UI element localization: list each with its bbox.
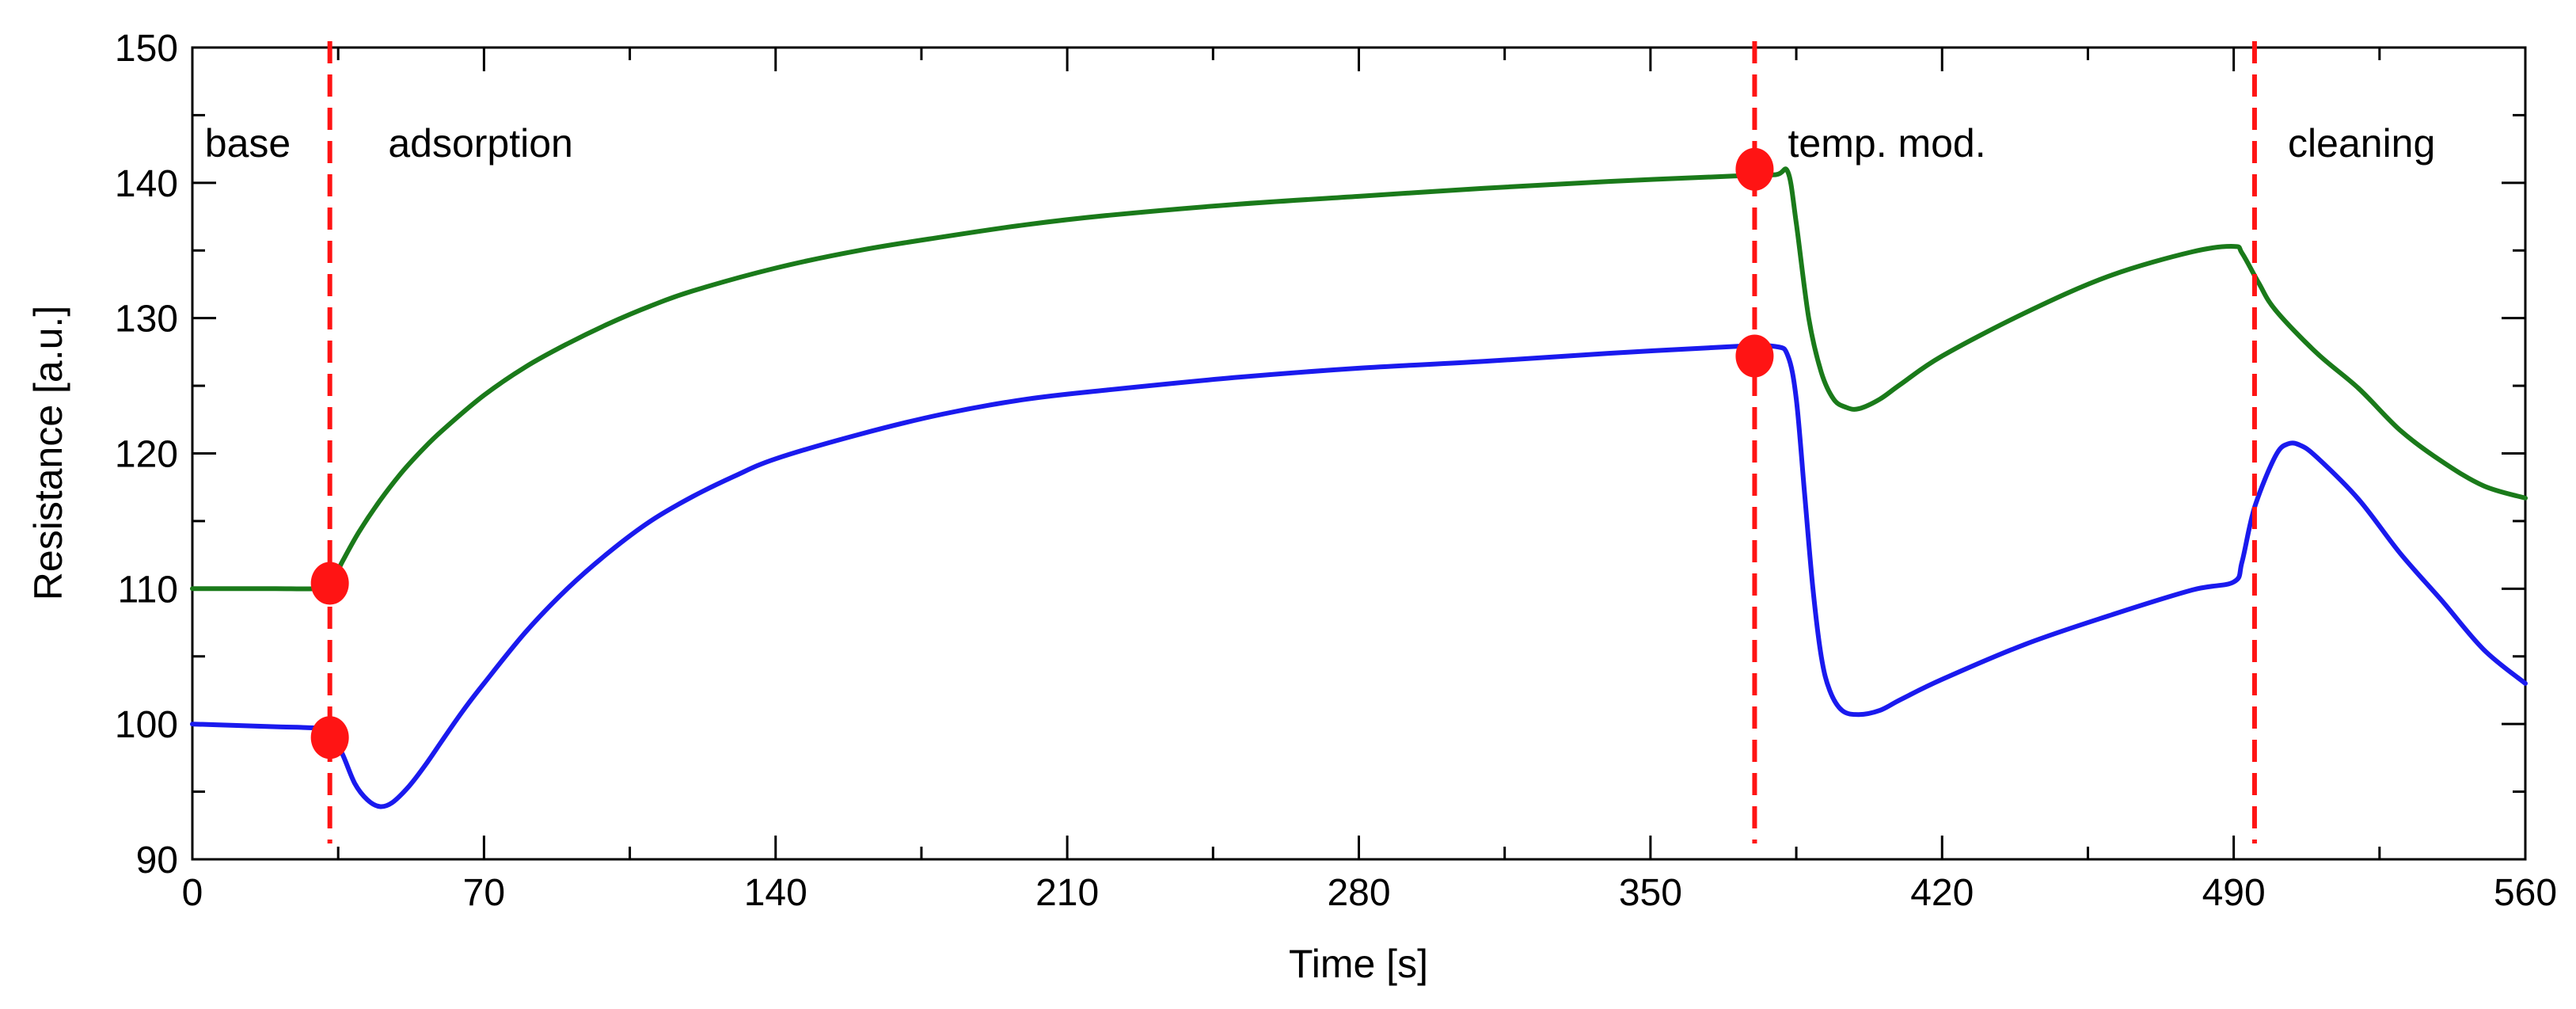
x-tick-label: 560 bbox=[2494, 872, 2557, 914]
y-tick-label: 100 bbox=[115, 704, 178, 746]
event-marker bbox=[310, 716, 349, 760]
x-tick-label: 490 bbox=[2202, 872, 2266, 914]
x-tick-label: 350 bbox=[1619, 872, 1682, 914]
x-tick-label: 70 bbox=[463, 872, 505, 914]
x-tick-label: 420 bbox=[1910, 872, 1974, 914]
y-tick-label: 130 bbox=[115, 299, 178, 341]
y-tick-label: 140 bbox=[115, 163, 178, 205]
x-tick-label: 140 bbox=[744, 872, 807, 914]
phase-label: temp. mod. bbox=[1788, 121, 1986, 166]
y-tick-label: 90 bbox=[136, 840, 178, 881]
event-marker bbox=[310, 562, 349, 605]
event-marker bbox=[1735, 147, 1774, 191]
series-lines bbox=[190, 166, 2528, 809]
x-tick-label: 210 bbox=[1035, 872, 1099, 914]
axis-ticks: 0 70 140 210 280 350 420 490 560 90 100 110 120 130 14… bbox=[115, 28, 2557, 914]
y-tick-label: 150 bbox=[115, 28, 178, 70]
x-tick-label: 0 bbox=[182, 872, 203, 914]
phase-label: base bbox=[205, 121, 291, 166]
series-line-green bbox=[190, 166, 2528, 592]
phase-annotations: base adsorption temp. mod. cleaning bbox=[205, 121, 2436, 166]
y-tick-label: 120 bbox=[115, 434, 178, 476]
y-axis-title: Resistance [a.u.] bbox=[26, 306, 70, 600]
x-axis-title: Time [s] bbox=[1289, 942, 1428, 986]
phase-label: cleaning bbox=[2288, 121, 2435, 166]
phase-label: adsorption bbox=[388, 121, 573, 166]
x-tick-label: 280 bbox=[1327, 872, 1390, 914]
event-markers bbox=[310, 147, 1774, 760]
series-line-blue bbox=[190, 343, 2528, 809]
y-tick-label: 110 bbox=[117, 569, 178, 611]
event-marker bbox=[1735, 334, 1774, 378]
